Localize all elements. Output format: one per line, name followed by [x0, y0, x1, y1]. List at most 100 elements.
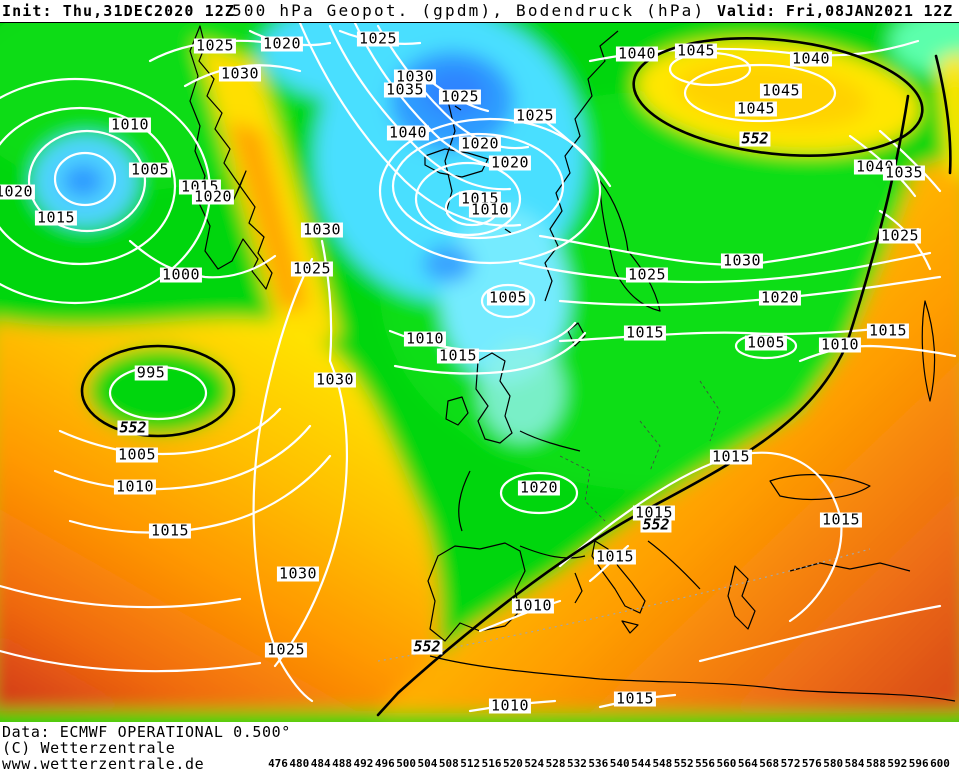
- colorbar-tick-label: 596: [908, 757, 929, 770]
- colorbar-tick-label: 484: [310, 757, 331, 770]
- colorbar-tick-label: 500: [396, 757, 417, 770]
- pressure-label: 1025: [513, 106, 557, 125]
- pressure-label: 1000: [159, 265, 203, 284]
- pressure-label: 1030: [720, 251, 764, 270]
- pressure-label: 1020: [191, 187, 235, 206]
- colorbar-tick-label: 520: [502, 757, 523, 770]
- pressure-label: 1010: [468, 200, 512, 219]
- colorbar-tick-label: 580: [823, 757, 844, 770]
- pressure-label: 1005: [128, 160, 172, 179]
- pressure-label: 1025: [878, 226, 922, 245]
- chart-title: 500 hPa Geopot. (gpdm), Bodendruck (hPa): [232, 1, 706, 20]
- pressure-label: 1025: [625, 265, 669, 284]
- pressure-label: 1005: [744, 333, 788, 352]
- footer-bar: Data: ECMWF OPERATIONAL 0.500° (C) Wette…: [0, 722, 959, 770]
- colorbar-tick-label: 568: [759, 757, 780, 770]
- geopotential-label: 552: [411, 637, 443, 656]
- pressure-label: 1015: [34, 208, 78, 227]
- map-area: 1025 1020 1030 1025 1030 1035 1025 1025 1040 1020…: [0, 22, 959, 722]
- header-bar: Init: Thu,31DEC2020 12Z 500 hPa Geopot. …: [0, 0, 959, 22]
- pressure-label: 1015: [148, 521, 192, 540]
- pressure-label: 1010: [113, 477, 157, 496]
- pressure-label: 1030: [393, 67, 437, 86]
- pressure-label: 1040: [615, 44, 659, 63]
- copyright-text: (C) Wetterzentrale: [2, 739, 176, 757]
- pressure-label: 1025: [264, 640, 308, 659]
- colorbar-tick-label: 588: [865, 757, 886, 770]
- colorbar-tick-label: 496: [374, 757, 395, 770]
- pressure-label: 1025: [290, 259, 334, 278]
- pressure-label: 1010: [403, 329, 447, 348]
- pressure-label: 1015: [866, 321, 910, 340]
- pressure-label: 1015: [613, 689, 657, 708]
- geopotential-label: 552: [739, 129, 771, 148]
- pressure-label: 1035: [882, 163, 926, 182]
- pressure-label: 1030: [300, 220, 344, 239]
- pressure-label: 1010: [818, 335, 862, 354]
- colorbar-tick-label: 516: [481, 757, 502, 770]
- pressure-label: 1010: [488, 696, 532, 715]
- pressure-label: 1015: [436, 346, 480, 365]
- geopotential-label: 552: [117, 418, 149, 437]
- pressure-label: 1045: [759, 81, 803, 100]
- colorbar-tick-label: 544: [631, 757, 651, 770]
- data-source-text: Data: ECMWF OPERATIONAL 0.500°: [2, 723, 291, 741]
- website-text: www.wetterzentrale.de: [2, 755, 205, 770]
- colorbar-tick-label: 480: [289, 757, 310, 770]
- pressure-label: 1010: [108, 115, 152, 134]
- pressure-label: 1015: [819, 510, 863, 529]
- colorbar-tick-label: 560: [716, 757, 737, 770]
- pressure-label: 1025: [356, 29, 400, 48]
- pressure-label: 1015: [709, 447, 753, 466]
- pressure-label: 1025: [193, 36, 237, 55]
- pressure-label: 1020: [458, 134, 502, 153]
- colorbar-tick-label: 556: [695, 757, 716, 770]
- pressure-label: 1030: [218, 64, 262, 83]
- pressure-label: 1045: [734, 99, 778, 118]
- pressure-label: 1020: [0, 184, 36, 200]
- colorbar-tick-label: 592: [887, 757, 908, 770]
- pressure-label: 1010: [511, 596, 555, 615]
- pressure-label: 1030: [276, 564, 320, 583]
- geopotential-label: 552: [640, 515, 672, 534]
- colorbar-tick-label: 504: [417, 757, 438, 770]
- init-datetime: Init: Thu,31DEC2020 12Z: [2, 2, 236, 20]
- pressure-label: 1015: [593, 547, 637, 566]
- colorbar-tick-label: 548: [652, 757, 673, 770]
- colorbar-tick-label: 552: [673, 757, 694, 770]
- colorbar-tick-label: 576: [801, 757, 822, 770]
- colorbar-tick-label: 564: [737, 757, 758, 770]
- pressure-label: 1040: [789, 49, 833, 68]
- colorbar-tick-label: 488: [332, 757, 352, 770]
- colorbar-tick-label: 536: [588, 757, 609, 770]
- colorbar-tick-label: 528: [545, 757, 566, 770]
- border-lines: [559, 380, 721, 522]
- pressure-label: 1020: [260, 34, 304, 53]
- pressure-label: 1005: [115, 445, 159, 464]
- pressure-label: 1005: [486, 288, 530, 307]
- isobar-contours: [0, 23, 957, 713]
- geopotential-552-contours: [80, 37, 952, 717]
- pressure-label: 1030: [313, 370, 357, 389]
- colorbar-tick-label: 508: [438, 757, 459, 770]
- pressure-label: 1035: [383, 80, 427, 99]
- colorbar-tick-label: 572: [780, 757, 801, 770]
- pressure-label: 1025: [438, 87, 482, 106]
- colorbar-tick-label: 532: [567, 757, 587, 770]
- pressure-label: 1015: [623, 323, 667, 342]
- pressure-label: 1020: [488, 153, 532, 172]
- colorbar-tick-label: 584: [844, 757, 865, 770]
- colorbar-tick-label: 600: [930, 757, 950, 770]
- colorbar-tick-label: 492: [353, 757, 374, 770]
- colorbar-tick-label: 524: [524, 757, 545, 770]
- valid-datetime: Valid: Fri,08JAN2021 12Z: [717, 2, 953, 20]
- pressure-label: 1020: [517, 478, 561, 497]
- pressure-label: 1015: [632, 503, 676, 522]
- pressure-label: 1040: [386, 123, 430, 142]
- pressure-label: 1020: [758, 288, 802, 307]
- colorbar-tick-label: 512: [460, 757, 481, 770]
- colorbar-tick-label: 540: [609, 757, 630, 770]
- colorbar-tick-label: 476: [268, 757, 288, 770]
- pressure-label: 995: [134, 363, 168, 382]
